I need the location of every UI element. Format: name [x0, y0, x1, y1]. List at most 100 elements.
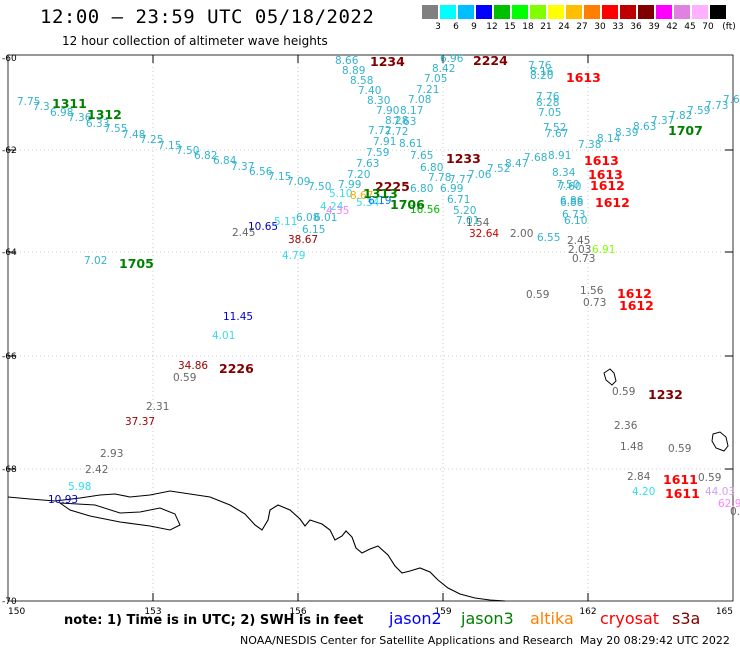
coastline: [7, 490, 506, 602]
lat-tick-label: -60: [2, 54, 17, 64]
wave-height-label: 6.91: [592, 244, 615, 256]
wave-height-label: 0.59: [173, 372, 196, 384]
island-2: [711, 431, 729, 452]
wave-height-label: 8.42: [432, 63, 455, 75]
wave-height-label: 7.76: [536, 91, 560, 103]
legend-swatch: [548, 5, 564, 19]
pass-time-label: 1707: [668, 123, 703, 138]
wave-height-label: 7.50: [556, 179, 579, 191]
legend-label: 9: [471, 22, 477, 32]
legend-swatch: [530, 5, 546, 19]
wave-height-label: 7.72: [385, 126, 408, 138]
wave-height-label: 8.63: [633, 121, 656, 133]
wave-height-label: 62.9: [718, 498, 740, 510]
pass-time-label: 1612: [619, 298, 654, 313]
wave-height-label: 2.00: [510, 228, 533, 240]
pass-time-label: 1233: [446, 151, 481, 166]
legend-label: 30: [594, 22, 606, 32]
wave-height-label: 8.61: [399, 138, 422, 150]
legend-swatch: [638, 5, 654, 19]
wave-height-label: 7.01: [456, 215, 479, 227]
wave-height-label: 7.40: [358, 85, 381, 97]
pass-time-label: 2226: [219, 361, 254, 376]
wave-height-label: 7.48: [122, 129, 145, 141]
legend-label: 21: [540, 22, 552, 32]
lon-tick-label: 159: [434, 607, 451, 617]
wave-height-label: 1.56: [580, 285, 604, 297]
wave-height-label: 2.45: [567, 235, 590, 247]
pass-time-label: 1611: [665, 486, 700, 501]
wave-height-label: 10.93: [48, 494, 78, 506]
mission-name-altika: altika: [530, 609, 574, 628]
wave-height-label: 7.15: [158, 140, 181, 152]
wave-height-values: 7.757.3 6.987.366.337.557.487.257.157.506…: [17, 53, 740, 518]
wave-height-label: 4.01: [212, 330, 235, 342]
wave-height-label: 2.31: [146, 401, 169, 413]
wave-height-label: 7.50: [176, 145, 199, 157]
legend-unit: (ft): [722, 22, 736, 32]
wave-height-label: 7.37: [651, 115, 674, 127]
wave-height-label: 7.05: [538, 107, 561, 119]
wave-height-label: 2.84: [627, 471, 651, 483]
wave-height-label: 7.06: [468, 169, 492, 181]
legend-swatch: [656, 5, 672, 19]
wave-height-label: 6.33: [86, 118, 109, 130]
wave-height-label: 6.80: [410, 183, 433, 195]
wave-height-label: 1.48: [620, 441, 643, 453]
wave-height-label: 7.63: [393, 116, 416, 128]
wave-height-label: 7.82: [669, 110, 692, 122]
lat-tick-label: -70: [2, 597, 17, 607]
wave-height-label: 6.10: [564, 215, 587, 227]
lat-tick-label: -68: [2, 465, 17, 475]
wave-height-label: 4.24: [320, 201, 344, 213]
wave-height-label: 38.67: [288, 234, 318, 246]
wave-height-label: 6.86: [560, 195, 584, 207]
wave-height-label: 8.14: [597, 133, 621, 145]
island-1: [603, 368, 617, 386]
wave-height-label: 1.54: [466, 217, 490, 229]
wave-height-label: 7.20: [347, 169, 370, 181]
legend-swatch: [602, 5, 618, 19]
wave-height-label: 2.93: [100, 448, 123, 460]
wave-height-label: 8.47: [505, 158, 528, 170]
legend-label: 70: [702, 22, 714, 32]
wave-height-label: 8.16: [530, 66, 554, 78]
wave-height-label: 7.59: [366, 147, 389, 159]
wave-height-label: 0.73: [572, 253, 595, 265]
wave-height-label: 7.68: [524, 152, 547, 164]
wave-height-label: 7.08: [408, 94, 431, 106]
footer-credit: NOAA/NESDIS Center for Satellite Applica…: [240, 634, 574, 647]
wave-height-label: 7.99: [338, 179, 361, 191]
grid-lines: [8, 55, 733, 601]
map-subtitle: 12 hour collection of altimeter wave hei…: [62, 34, 328, 48]
legend-label: 15: [504, 22, 516, 32]
wave-height-label: 7.63: [356, 158, 379, 170]
pass-time-label: 1613: [566, 70, 601, 85]
wave-height-label: 6.56: [249, 166, 273, 178]
footer-timestamp: May 20 08:29:42 UTC 2022: [580, 634, 730, 647]
wave-height-label: 8.89: [342, 65, 365, 77]
wave-height-label: 7.59: [687, 105, 710, 117]
wave-height-label: 6.96: [440, 53, 464, 65]
coastline-island: [58, 502, 181, 531]
wave-height-label: 7.52: [543, 122, 566, 134]
pass-time-label: 1613: [584, 153, 619, 168]
legend-label: 6: [453, 22, 459, 32]
wave-height-label: 11.45: [223, 311, 253, 323]
wave-height-label: 2.45: [232, 227, 255, 239]
wave-height-label: 7.90: [376, 105, 399, 117]
wave-height-label: 4.20: [632, 486, 655, 498]
wave-height-label: 2.42: [85, 464, 108, 476]
wave-height-label: 34.86: [178, 360, 208, 372]
legend-swatch: [422, 5, 438, 19]
mission-name-jason3: jason3: [461, 609, 514, 628]
pass-time-label: 1311: [52, 96, 87, 111]
wave-height-label: 7.25: [140, 134, 163, 146]
wave-height-label: 7.36: [68, 112, 92, 124]
wave-height-label: 7.67: [723, 94, 740, 106]
legend-label: 3: [435, 22, 441, 32]
wave-height-label: 6.19: [368, 195, 391, 207]
wave-height-label: 8.34: [552, 167, 576, 179]
